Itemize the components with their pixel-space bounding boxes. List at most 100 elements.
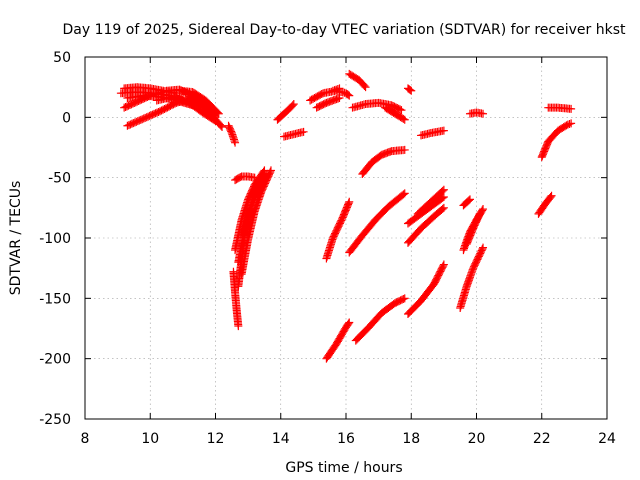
data-series-segment	[403, 203, 448, 247]
y-tick-label: -200	[39, 352, 71, 368]
x-axis-label: GPS time / hours	[285, 460, 402, 476]
data-series-segment	[312, 94, 344, 112]
data-point-marker	[253, 183, 262, 192]
data-point-marker	[439, 261, 448, 270]
data-point-marker	[361, 83, 370, 92]
data-series-segment	[224, 121, 240, 147]
data-point-marker	[438, 204, 447, 213]
x-tick-label: 12	[207, 431, 225, 447]
data-series-segment	[413, 185, 448, 218]
data-series-segment	[175, 86, 223, 118]
data-series-segment	[322, 318, 354, 363]
data-point-marker	[475, 209, 484, 218]
x-tick-label: 20	[468, 431, 486, 447]
data-series-segment	[185, 92, 227, 131]
data-point-marker	[396, 105, 405, 114]
data-series-segment	[345, 189, 409, 257]
data-series-segment	[465, 108, 488, 118]
data-point-marker	[465, 195, 474, 204]
data-point-marker	[288, 101, 297, 110]
data-point-marker	[299, 127, 308, 136]
data-point-marker	[438, 193, 447, 202]
data-point-marker	[399, 295, 408, 304]
data-point-marker	[439, 126, 448, 135]
data-point-marker	[399, 114, 408, 123]
grid-lines	[85, 57, 607, 419]
data-series-segment	[322, 197, 354, 263]
data-point-marker	[547, 191, 556, 200]
data-point-marker	[400, 294, 409, 303]
data-point-marker	[479, 243, 488, 252]
data-point-marker	[214, 109, 223, 118]
y-tick-label: -50	[48, 171, 71, 187]
data-point-marker	[439, 203, 448, 212]
x-tick-label: 10	[141, 431, 159, 447]
data-point-marker	[464, 196, 473, 205]
data-point-marker	[479, 109, 488, 118]
data-series-segment	[381, 103, 409, 124]
data-point-marker	[478, 245, 487, 254]
data-point-marker	[289, 100, 298, 109]
data-point-marker	[345, 91, 354, 100]
plot-frame	[84, 56, 608, 420]
data-series-segment	[280, 127, 308, 141]
axes: 8 10 12 14 16 18 20 22 24 50 0 -50 -100 -150 -200 -250	[39, 50, 616, 447]
data-series-segment	[229, 267, 243, 331]
data-series-segment	[537, 119, 576, 162]
x-tick-label: 18	[402, 431, 420, 447]
y-axis-label: SDTVAR / TECUs	[8, 181, 24, 296]
data-series-segment	[273, 100, 298, 124]
data-point-marker	[438, 186, 447, 195]
data-series-segment	[403, 260, 448, 319]
data-point-marker	[479, 205, 488, 214]
data-point-marker	[218, 122, 227, 131]
data-series-segment	[231, 172, 259, 185]
chart-title: Day 119 of 2025, Sidereal Day-to-day VTE…	[63, 22, 626, 38]
data-point-marker	[250, 173, 259, 182]
data-point-marker	[333, 84, 342, 93]
data-point-marker	[213, 108, 222, 117]
data-point-marker	[234, 322, 243, 331]
data-point-marker	[567, 104, 576, 113]
data-series-segment	[459, 195, 474, 210]
data-point-marker	[406, 85, 415, 94]
data-series-segment	[234, 183, 262, 291]
data-point-marker	[344, 90, 353, 99]
data-points	[116, 69, 576, 363]
y-tick-label: 50	[53, 50, 71, 66]
x-tick-label: 22	[533, 431, 551, 447]
data-point-marker	[439, 260, 448, 269]
data-series-segment	[358, 145, 409, 179]
data-point-marker	[216, 121, 225, 130]
data-point-marker	[344, 319, 353, 328]
data-point-marker	[439, 192, 448, 201]
data-series-segment	[462, 209, 484, 249]
data-point-marker	[397, 106, 406, 115]
y-tick-label: 0	[62, 110, 71, 126]
data-point-marker	[231, 138, 240, 147]
data-point-marker	[400, 189, 409, 198]
data-series-segment	[351, 294, 409, 345]
data-point-marker	[405, 85, 414, 94]
x-tick-label: 14	[272, 431, 290, 447]
data-series-segment	[120, 87, 168, 112]
data-point-marker	[567, 119, 576, 128]
data-point-marker	[345, 318, 354, 327]
data-point-marker	[407, 86, 416, 95]
data-point-marker	[345, 197, 354, 206]
data-series-segment	[348, 98, 406, 115]
y-tick-label: -100	[39, 231, 71, 247]
y-tick-label: -150	[39, 291, 71, 307]
data-point-marker	[400, 115, 409, 124]
data-point-marker	[360, 81, 369, 90]
data-point-marker	[400, 145, 409, 154]
data-series-segment	[328, 84, 344, 95]
data-point-marker	[439, 185, 448, 194]
data-series-segment	[345, 69, 370, 92]
data-series-segment	[417, 126, 448, 140]
x-tick-label: 24	[598, 431, 616, 447]
x-tick-label: 16	[337, 431, 355, 447]
data-series-segment	[534, 191, 556, 218]
data-point-marker	[546, 192, 555, 201]
